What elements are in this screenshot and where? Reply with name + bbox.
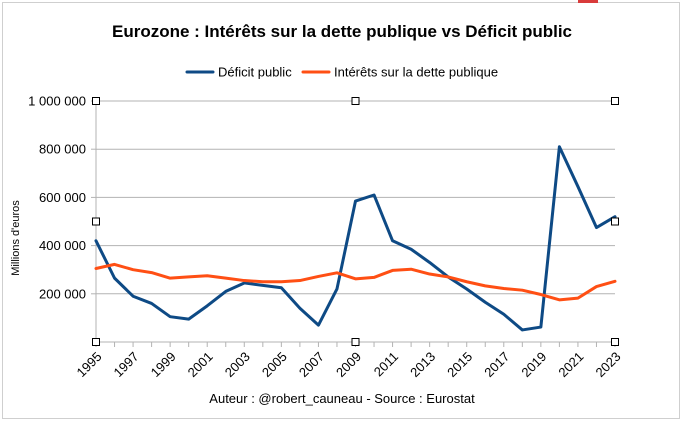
selection-handle[interactable]	[92, 217, 100, 226]
x-tick-label: 2015	[444, 349, 475, 380]
selection-handle[interactable]	[611, 97, 619, 105]
chart-frame	[2, 2, 680, 419]
x-tick-label: 2023	[592, 349, 623, 380]
plot-area	[94, 145, 617, 332]
x-tick-label: 2009	[333, 349, 364, 380]
series-line-interets-dette	[94, 262, 617, 302]
y-tick-labels: 200 000 400 000 600 000 800 000 1 000 000	[28, 94, 86, 302]
y-tick-label: 800 000	[39, 142, 86, 157]
selection-handle[interactable]	[351, 97, 360, 105]
selection-handle[interactable]	[611, 217, 619, 226]
series-line-deficit-public	[94, 145, 617, 332]
x-tick-label: 2003	[222, 349, 253, 380]
selection-handles[interactable]	[92, 97, 619, 346]
selection-handle[interactable]	[351, 338, 360, 346]
y-tick-label: 400 000	[39, 238, 86, 253]
chart-title: Eurozone : Intérêts sur la dette publiqu…	[112, 22, 572, 41]
selection-handle[interactable]	[611, 338, 619, 346]
x-tick-label: 1997	[111, 349, 142, 380]
y-tick-label: 200 000	[39, 286, 86, 301]
selection-handle[interactable]	[92, 97, 100, 105]
x-tick-label: 2021	[555, 349, 586, 380]
y-tick-label: 1 000 000	[28, 94, 86, 109]
x-tick-label: 1999	[148, 349, 179, 380]
y-axis-label: Millions d'euros	[10, 200, 22, 276]
selection-handle[interactable]	[92, 338, 100, 346]
source-caption: Auteur : @robert_cauneau - Source : Euro…	[209, 391, 475, 406]
x-tick-labels: 1995 1997 1999 2001 2003 2005 2007 2009 2011 2013…	[73, 349, 623, 380]
x-tick-label: 2007	[296, 349, 327, 380]
y-tick-label: 600 000	[39, 190, 86, 205]
legend: Déficit public Intérêts sur la dette pub…	[185, 65, 498, 80]
window-accent	[578, 0, 598, 3]
x-tick-label: 2011	[371, 349, 401, 379]
x-tick-label: 2013	[407, 349, 438, 380]
x-tick-label: 2019	[518, 349, 549, 380]
gridlines	[91, 100, 616, 347]
legend-label-interets: Intérêts sur la dette publique	[334, 65, 498, 80]
x-tick-label: 2001	[185, 349, 216, 380]
x-tick-label: 2017	[481, 349, 512, 380]
legend-label-deficit: Déficit public	[218, 65, 292, 80]
x-tick-label: 1995	[73, 349, 104, 380]
x-tick-label: 2005	[259, 349, 290, 380]
